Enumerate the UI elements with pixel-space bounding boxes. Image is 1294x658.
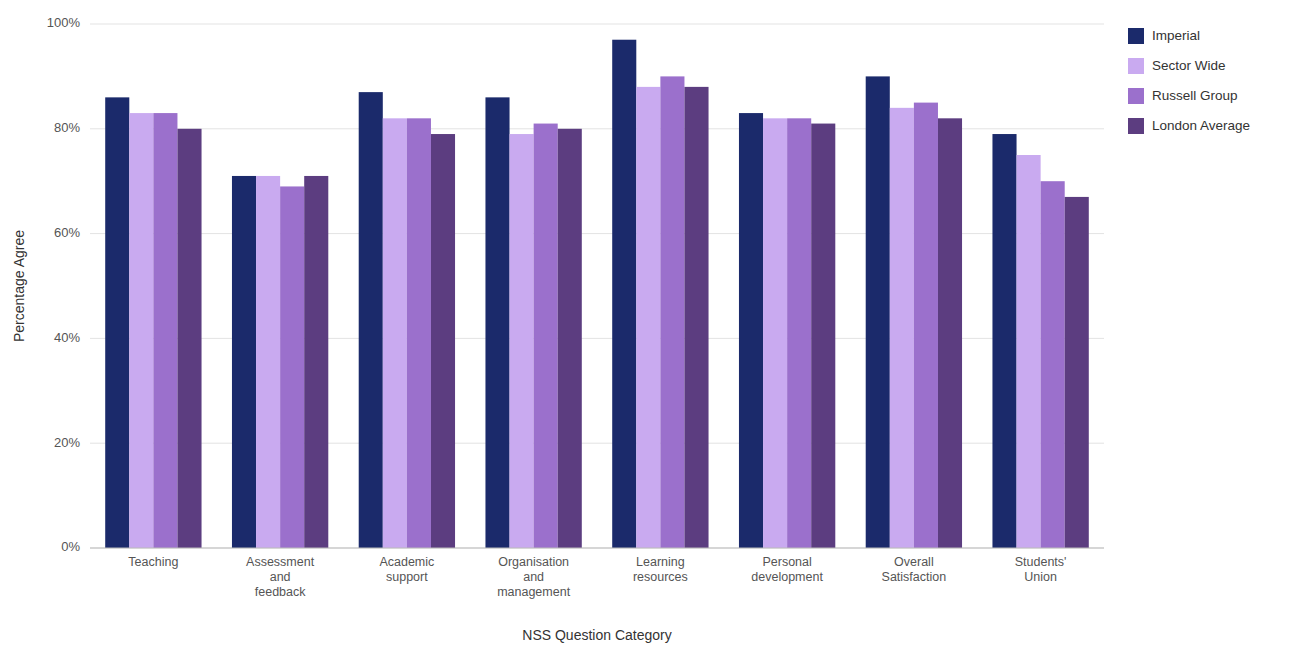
bar <box>992 134 1016 548</box>
x-tick-label-line: Personal <box>762 555 811 569</box>
chart-svg: 0%20%40%60%80%100%TeachingAssessmentandf… <box>0 0 1294 658</box>
bar <box>739 113 763 548</box>
legend-label: Sector Wide <box>1152 58 1226 73</box>
x-tick-label: Assessmentandfeedback <box>246 555 315 599</box>
bar <box>383 118 407 548</box>
bar <box>787 118 811 548</box>
bar <box>153 113 177 548</box>
legend-label: Imperial <box>1152 28 1200 43</box>
bar-series <box>105 40 1016 548</box>
bar <box>534 124 558 548</box>
x-tick-label: Organisationandmanagement <box>497 555 570 599</box>
x-tick-label-line: and <box>523 570 544 584</box>
legend-swatch <box>1128 28 1144 44</box>
bar <box>938 118 962 548</box>
x-tick-label-line: Overall <box>894 555 934 569</box>
bar <box>510 134 534 548</box>
bar <box>431 134 455 548</box>
y-tick-label: 60% <box>54 225 80 240</box>
x-tick-label-line: support <box>386 570 428 584</box>
y-ticks: 0% 20% 40% 60% 80% 100% <box>47 15 81 554</box>
x-tick-label-line: management <box>497 585 570 599</box>
x-tick-label-line: Union <box>1024 570 1057 584</box>
bar <box>256 176 280 548</box>
bar <box>811 124 835 548</box>
y-tick-label: 20% <box>54 435 80 450</box>
x-tick-label-line: development <box>751 570 823 584</box>
bar-series <box>129 87 1040 548</box>
bar <box>129 113 153 548</box>
bar <box>1041 181 1065 548</box>
bar <box>1017 155 1041 548</box>
x-tick-label-line: Teaching <box>128 555 178 569</box>
y-tick-label: 80% <box>54 120 80 135</box>
x-tick-label-line: Organisation <box>498 555 569 569</box>
bar <box>558 129 582 548</box>
bar <box>684 87 708 548</box>
y-tick-label: 100% <box>47 15 81 30</box>
bar <box>105 97 129 548</box>
bars <box>105 40 1089 548</box>
bar <box>914 103 938 548</box>
bar <box>660 76 684 548</box>
bar <box>177 129 201 548</box>
bar-series <box>177 87 1088 548</box>
legend-swatch <box>1128 118 1144 134</box>
y-tick-label: 40% <box>54 330 80 345</box>
x-tick-label: Teaching <box>128 555 178 569</box>
x-ticks: TeachingAssessmentandfeedbackAcademicsup… <box>128 555 1066 599</box>
x-tick-label-line: Assessment <box>246 555 315 569</box>
chart-container: 0%20%40%60%80%100%TeachingAssessmentandf… <box>0 0 1294 658</box>
grid-line <box>90 24 1104 25</box>
bar-series <box>153 76 1064 548</box>
x-tick-label: Learningresources <box>633 555 688 584</box>
y-axis-label: Percentage Agree <box>11 230 27 342</box>
y-tick-label: 0% <box>61 539 80 554</box>
x-tick-label: OverallSatisfaction <box>882 555 947 584</box>
bar <box>763 118 787 548</box>
legend-swatch <box>1128 58 1144 74</box>
bar <box>485 97 509 548</box>
y-grid <box>90 24 1104 548</box>
bar <box>612 40 636 548</box>
x-tick-label-line: resources <box>633 570 688 584</box>
page: {"chart_data": { "type": "bar", "xlabel"… <box>0 0 1294 658</box>
legend-swatch <box>1128 88 1144 104</box>
legend: Imperial Sector Wide Russell Group London A… <box>1128 28 1250 134</box>
x-tick-label-line: Students' <box>1015 555 1067 569</box>
grid-line <box>90 548 1104 549</box>
bar <box>359 92 383 548</box>
x-tick-label-line: Academic <box>379 555 434 569</box>
x-tick-label: Academicsupport <box>379 555 434 584</box>
legend-label: Russell Group <box>1152 88 1238 103</box>
x-tick-label: Personaldevelopment <box>751 555 823 584</box>
x-tick-label-line: Satisfaction <box>882 570 947 584</box>
bar <box>280 186 304 548</box>
bar <box>1065 197 1089 548</box>
bar <box>890 108 914 548</box>
bar <box>232 176 256 548</box>
bar <box>407 118 431 548</box>
x-axis-label: NSS Question Category <box>522 627 671 643</box>
x-tick-label: Students'Union <box>1015 555 1067 584</box>
x-axis-line <box>90 548 1104 549</box>
x-tick-label-line: feedback <box>255 585 306 599</box>
bar <box>304 176 328 548</box>
x-tick-label-line: and <box>270 570 291 584</box>
bar <box>866 76 890 548</box>
legend-label: London Average <box>1152 118 1250 133</box>
x-tick-label-line: Learning <box>636 555 685 569</box>
bar <box>636 87 660 548</box>
